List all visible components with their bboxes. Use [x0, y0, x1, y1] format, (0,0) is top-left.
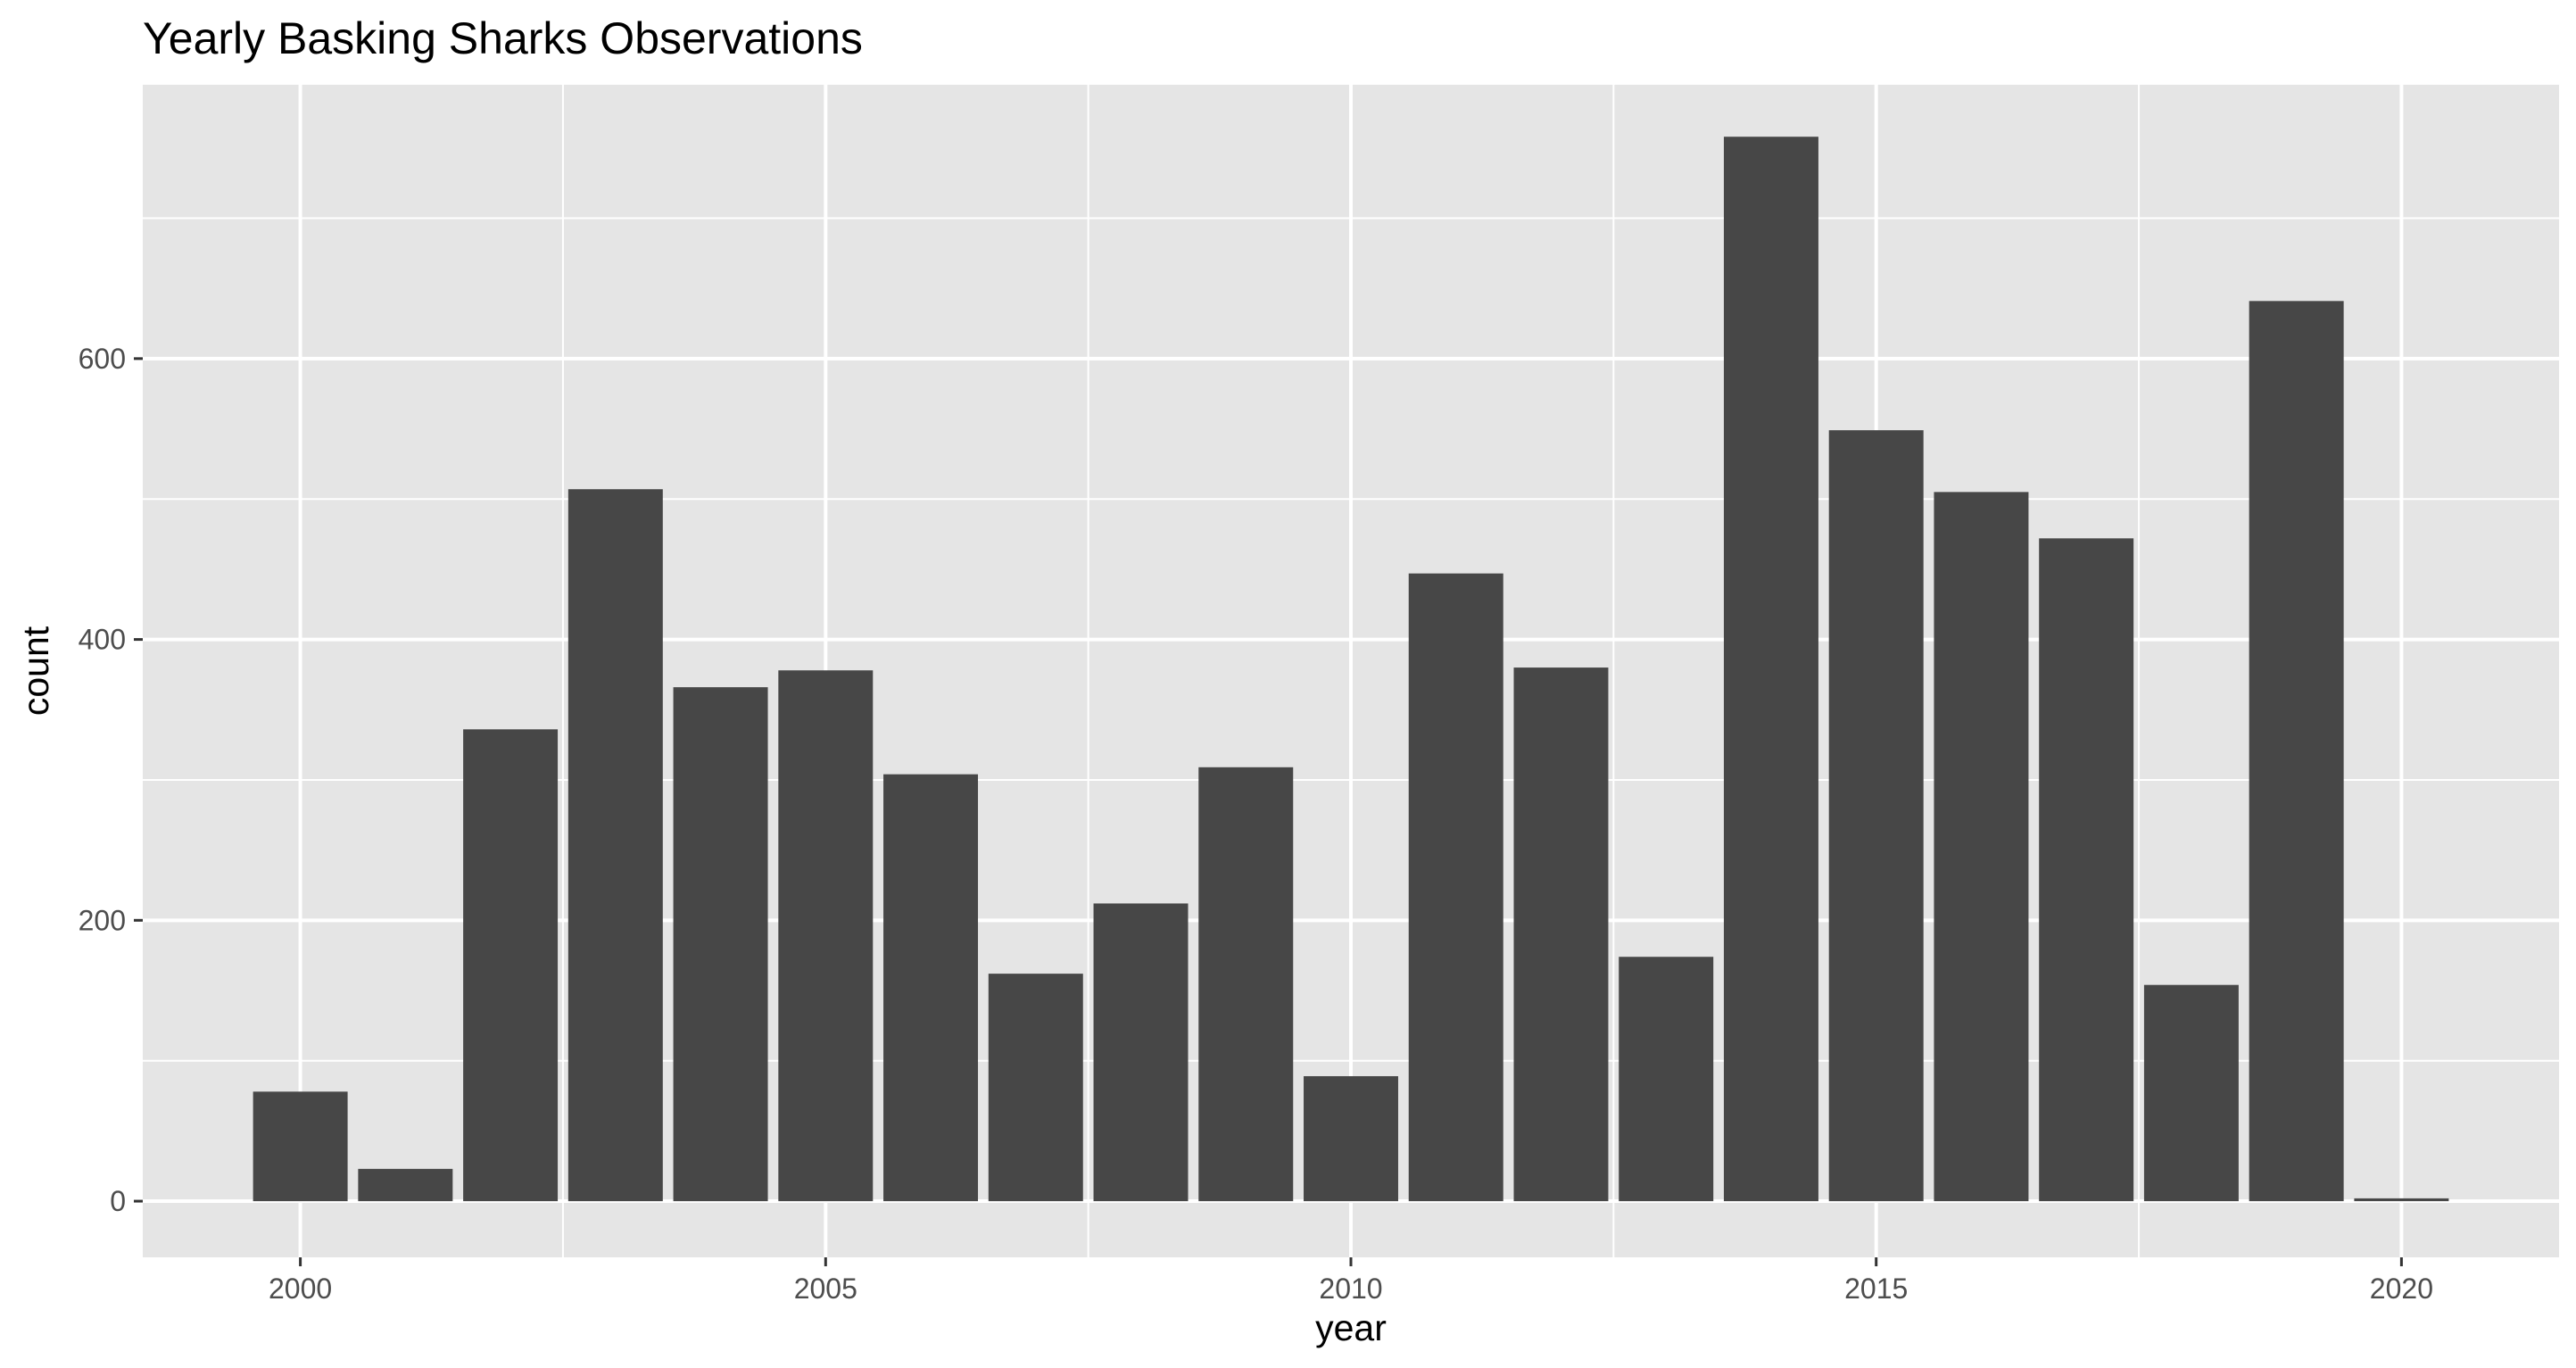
bar-2001 — [358, 1168, 453, 1202]
y-tick-label: 600 — [79, 343, 126, 375]
y-tick-label: 200 — [79, 904, 126, 936]
bar-2008 — [1093, 903, 1189, 1202]
bar-2005 — [778, 670, 874, 1202]
bar-series — [253, 137, 2449, 1202]
bar-2018 — [2143, 984, 2239, 1202]
bar-2020 — [2354, 1198, 2449, 1202]
y-tick-label: 0 — [110, 1185, 126, 1217]
x-tick-label: 2020 — [2370, 1273, 2433, 1305]
x-tick-label: 2010 — [1319, 1273, 1382, 1305]
x-axis-title: year — [1315, 1307, 1387, 1348]
bar-2007 — [988, 974, 1083, 1202]
bar-2016 — [1934, 492, 2029, 1202]
bar-2019 — [2249, 301, 2344, 1202]
bar-2015 — [1828, 430, 1924, 1202]
bar-2000 — [253, 1091, 348, 1202]
y-axis: 0 200 400 600 — [79, 343, 143, 1217]
bar-2002 — [463, 729, 559, 1202]
bar-2004 — [673, 687, 768, 1202]
x-tick-label: 2005 — [794, 1273, 857, 1305]
bar-2003 — [567, 489, 663, 1202]
bar-2010 — [1304, 1075, 1398, 1202]
x-axis: 2000 2005 2010 2015 2020 — [269, 1257, 2433, 1305]
bar-2006 — [883, 774, 979, 1202]
x-tick-label: 2000 — [269, 1273, 332, 1305]
x-tick-label: 2015 — [1844, 1273, 1908, 1305]
bar-2014 — [1723, 137, 1818, 1202]
chart-title: Yearly Basking Sharks Observations — [143, 13, 863, 63]
bar-2017 — [2039, 538, 2134, 1202]
bar-2009 — [1198, 767, 1294, 1202]
bar-2011 — [1408, 573, 1503, 1202]
y-axis-title: count — [15, 626, 56, 716]
y-tick-label: 400 — [79, 624, 126, 656]
bar-2013 — [1619, 957, 1714, 1202]
bar-2012 — [1513, 667, 1609, 1202]
